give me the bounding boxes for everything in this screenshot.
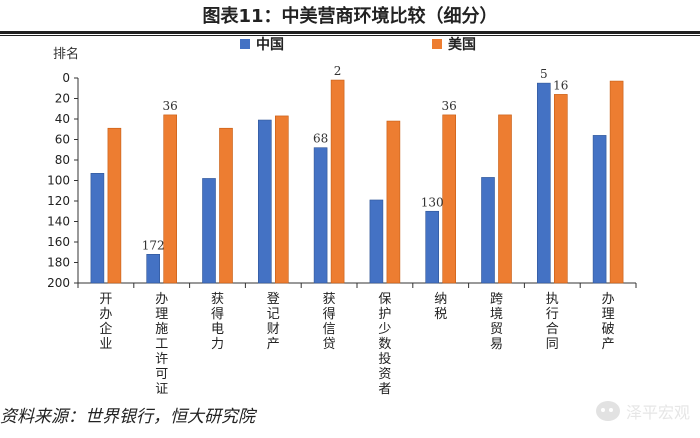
- data-label: 36: [163, 99, 178, 113]
- y-tick-label: 160: [47, 235, 70, 249]
- data-label: 130: [421, 195, 444, 209]
- x-category-label: 办理施工许可证: [155, 292, 168, 397]
- legend-swatch-1: [432, 39, 442, 49]
- bar-china-4: [313, 147, 328, 284]
- bar-usa-8: [553, 94, 568, 284]
- wechat-icon: [595, 401, 620, 421]
- bar-usa-7: [498, 114, 512, 284]
- y-tick-label: 20: [55, 92, 70, 106]
- y-tick-label: 60: [55, 133, 70, 147]
- x-category-label: 保护少数投资者: [378, 292, 391, 397]
- x-category-label: 获得电力: [211, 292, 224, 352]
- bar-usa-9: [609, 80, 624, 284]
- data-label: 36: [442, 99, 457, 113]
- watermark-text: 泽平宏观: [625, 403, 690, 422]
- y-tick-label: 80: [55, 153, 70, 167]
- y-axis-label: 排名: [53, 46, 79, 62]
- data-label: 68: [313, 132, 328, 146]
- bar-usa-6: [442, 114, 457, 284]
- y-tick-label: 100: [47, 174, 70, 188]
- bar-china-3: [257, 119, 272, 284]
- x-category-label: 登记财产: [267, 292, 280, 352]
- x-category-label: 跨境贸易: [490, 292, 503, 352]
- x-category-label: 办理破产: [602, 292, 615, 352]
- bar-china-2: [202, 178, 216, 284]
- legend-swatch-0: [240, 39, 250, 49]
- watermark: 泽平宏观: [595, 398, 690, 424]
- bar-china-1: [146, 254, 160, 284]
- y-tick-label: 0: [62, 71, 70, 85]
- bar-chart: 排名 0 20 40 60 80 100 120 140 160 180 200 172 36 68 2 130…: [47, 36, 637, 397]
- bar-china-6: [425, 210, 440, 284]
- data-label: 16: [553, 78, 568, 92]
- y-tick-label: 140: [47, 215, 70, 229]
- bar-china-9: [592, 135, 607, 284]
- y-tick-label: 180: [47, 256, 70, 270]
- x-category-label: 开办企业: [99, 292, 112, 352]
- x-category-label: 纳税: [434, 292, 447, 322]
- bar-usa-5: [386, 120, 401, 284]
- source-note: 资料来源：世界银行，恒大研究院: [0, 407, 255, 427]
- bar-usa-3: [274, 115, 289, 284]
- x-category-label: 执行合同: [546, 292, 559, 352]
- data-label: 5: [540, 67, 548, 81]
- x-category-label: 获得信贷: [323, 292, 336, 352]
- chart-title: 图表11：中美营商环境比较（细分）: [202, 6, 498, 27]
- y-tick-label: 120: [47, 194, 70, 208]
- title-top-rule: [0, 31, 700, 34]
- bar-china-8: [536, 82, 551, 284]
- data-label: 2: [334, 64, 342, 78]
- bar-china-7: [481, 177, 495, 284]
- y-tick-label: 40: [55, 112, 70, 126]
- bar-china-0: [90, 173, 105, 284]
- legend-label-0: 中国: [256, 36, 284, 53]
- bar-china-5: [369, 199, 384, 284]
- title-bottom-rule: [0, 35, 700, 36]
- bar-usa-1: [163, 114, 177, 284]
- bar-usa-0: [107, 127, 122, 284]
- bar-usa-4: [330, 79, 345, 284]
- legend-label-1: 美国: [448, 36, 476, 53]
- bar-usa-2: [219, 127, 233, 284]
- y-tick-label: 200: [47, 276, 70, 290]
- data-label: 172: [142, 238, 165, 252]
